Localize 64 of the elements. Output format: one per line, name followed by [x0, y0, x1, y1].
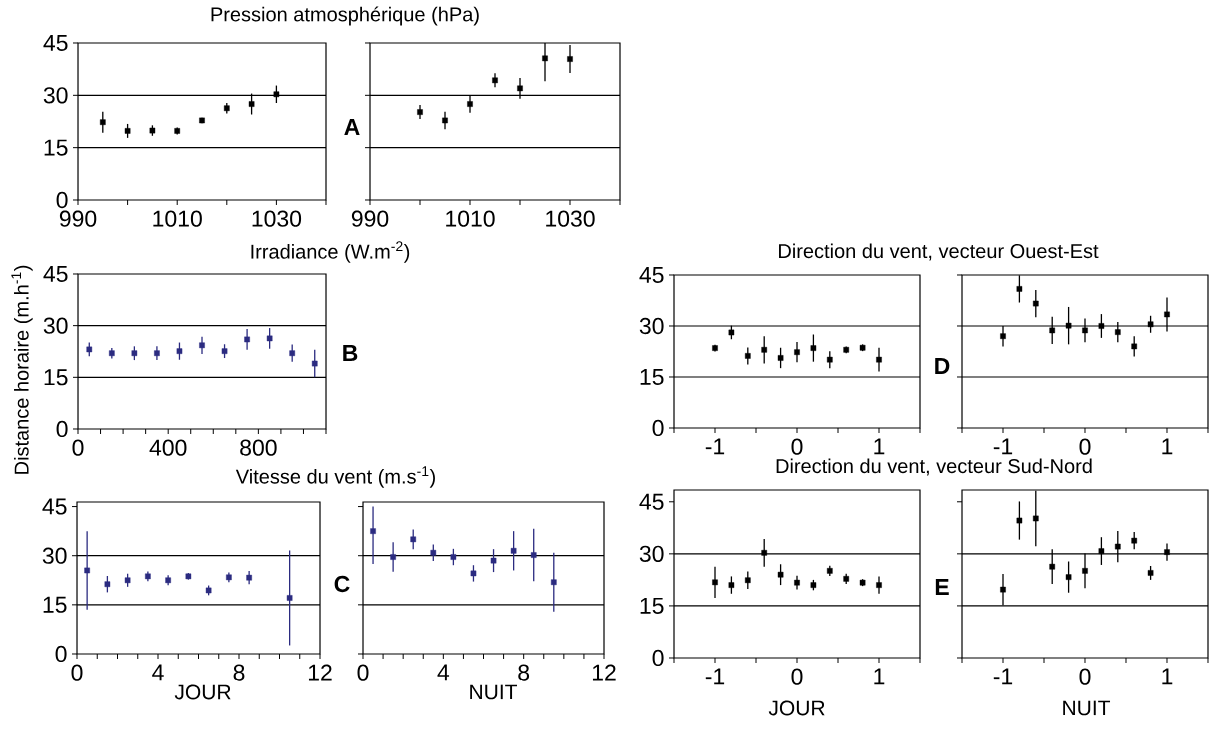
- x-tick-label: -1: [705, 668, 725, 685]
- y-tick-label: 45: [639, 493, 664, 510]
- y-tick-label: 15: [640, 597, 664, 614]
- x-tick-label: 0: [72, 439, 84, 456]
- y-tick-label: 45: [43, 34, 68, 52]
- chart-title: Direction du vent, vecteur Ouest-Est: [779, 243, 1099, 261]
- chart-title: Direction du vent, vecteur Sud-Nord: [776, 458, 1092, 476]
- x-tick-label: 8: [233, 664, 245, 681]
- x-tick-label: 1: [1162, 668, 1173, 685]
- x-tick-label: 990: [59, 210, 97, 227]
- x-tick-label: 1030: [546, 210, 595, 227]
- x-tick-label: 12: [308, 664, 332, 681]
- y-tick-label: 15: [44, 139, 68, 156]
- x-tick-label: 0: [791, 668, 803, 685]
- x-tick-label: -1: [705, 438, 725, 455]
- y-tick-label: 0: [56, 191, 68, 209]
- x-tick-label: -1: [993, 438, 1013, 455]
- y-tick-label: 15: [44, 369, 68, 386]
- x-tick-label: 1: [874, 668, 885, 685]
- y-tick-label: 45: [43, 265, 68, 283]
- x-tick-label: 0: [791, 438, 803, 455]
- y-tick-label: 30: [43, 317, 68, 334]
- y-tick-label: 30: [639, 545, 664, 562]
- x-tick-label: 4: [437, 664, 450, 681]
- x-tick-label: 990: [351, 210, 389, 227]
- x-tick-label: -1: [993, 668, 1013, 685]
- x-axis-title: JOUR: [174, 684, 231, 700]
- chart-title: Pression atmosphérique (hPa): [211, 6, 479, 26]
- x-tick-label: 12: [592, 664, 616, 681]
- x-tick-label: 0: [357, 664, 369, 681]
- text: C: [334, 575, 350, 593]
- chart-title: Vitesse du vent (m.s$^{-1}$): [235, 466, 435, 488]
- y-tick-label: 15: [43, 596, 67, 613]
- x-tick-label: 1: [1162, 438, 1173, 455]
- x-tick-label: 0: [1079, 438, 1091, 455]
- y-tick-label: 0: [652, 419, 664, 437]
- x-tick-label: 1: [874, 438, 885, 455]
- y-tick-label: 0: [55, 645, 67, 663]
- chart-title: Irradiance (W.m$^{-2}$): [251, 241, 410, 263]
- x-axis-title: NUIT: [1063, 700, 1111, 716]
- y-axis-title: Distance horaire (m.h$^{-1}$): [11, 265, 33, 474]
- x-tick-label: 800: [240, 439, 277, 456]
- x-axis-title: NUIT: [470, 684, 518, 700]
- x-axis-title: JOUR: [768, 700, 825, 716]
- y-tick-label: 15: [640, 368, 664, 386]
- y-tick-label: 30: [43, 87, 68, 104]
- y-tick-label: 0: [56, 420, 68, 438]
- x-tick-label: 0: [71, 664, 83, 681]
- text: B: [343, 345, 358, 361]
- y-tick-label: 0: [652, 649, 664, 667]
- x-tick-label: 4: [152, 664, 164, 681]
- text: E: [935, 579, 949, 595]
- x-tick-label: 1010: [153, 210, 202, 227]
- x-tick-label: 8: [518, 664, 530, 681]
- text: A: [344, 119, 360, 135]
- x-tick-label: 0: [1079, 668, 1091, 685]
- text: D: [935, 358, 950, 374]
- x-tick-label: 1030: [252, 210, 302, 227]
- y-tick-label: 30: [639, 317, 664, 335]
- y-tick-label: 45: [639, 266, 664, 284]
- x-tick-label: 1010: [446, 210, 495, 227]
- x-tick-label: 400: [149, 439, 187, 456]
- y-tick-label: 30: [42, 547, 67, 564]
- y-tick-label: 45: [42, 498, 67, 515]
